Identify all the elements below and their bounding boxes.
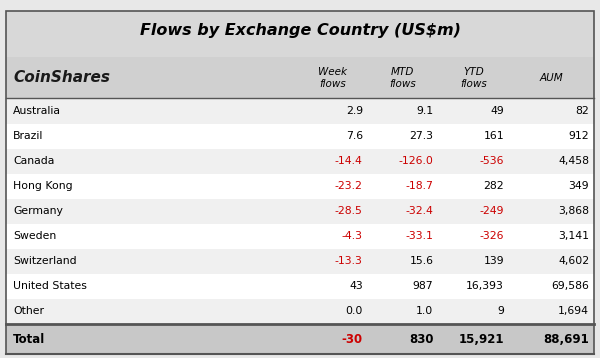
Text: YTD
flows: YTD flows xyxy=(460,67,487,89)
Text: -23.2: -23.2 xyxy=(335,181,363,191)
Text: 987: 987 xyxy=(413,281,433,291)
Bar xyxy=(6,324,594,354)
Text: Flows by Exchange Country (US$m): Flows by Exchange Country (US$m) xyxy=(139,23,461,38)
Text: -13.3: -13.3 xyxy=(335,256,363,266)
Bar xyxy=(6,224,594,249)
Text: -326: -326 xyxy=(479,231,504,241)
Bar xyxy=(6,57,594,98)
Text: -30: -30 xyxy=(341,333,363,346)
Text: 349: 349 xyxy=(569,181,589,191)
Text: Canada: Canada xyxy=(13,156,55,166)
Text: 0.0: 0.0 xyxy=(346,306,363,316)
Text: AUM: AUM xyxy=(539,73,563,83)
Text: Other: Other xyxy=(13,306,44,316)
Text: 15,921: 15,921 xyxy=(458,333,504,346)
Text: CoinShares: CoinShares xyxy=(13,71,110,85)
Text: Hong Kong: Hong Kong xyxy=(13,181,73,191)
Text: 4,458: 4,458 xyxy=(558,156,589,166)
Bar xyxy=(6,124,594,149)
Text: 88,691: 88,691 xyxy=(544,333,589,346)
Text: 49: 49 xyxy=(490,106,504,116)
Text: 82: 82 xyxy=(575,106,589,116)
Text: 7.6: 7.6 xyxy=(346,131,363,141)
Text: -32.4: -32.4 xyxy=(406,206,433,216)
Text: 830: 830 xyxy=(409,333,433,346)
Text: 69,586: 69,586 xyxy=(551,281,589,291)
Bar xyxy=(6,149,594,174)
Text: -33.1: -33.1 xyxy=(406,231,433,241)
Text: 3,141: 3,141 xyxy=(558,231,589,241)
Text: -249: -249 xyxy=(479,206,504,216)
Text: 9.1: 9.1 xyxy=(416,106,433,116)
Bar xyxy=(6,98,594,124)
Text: Total: Total xyxy=(13,333,46,346)
Text: 15.6: 15.6 xyxy=(409,256,433,266)
Text: 16,393: 16,393 xyxy=(466,281,504,291)
Text: -18.7: -18.7 xyxy=(406,181,433,191)
Text: United States: United States xyxy=(13,281,87,291)
Text: -4.3: -4.3 xyxy=(342,231,363,241)
Text: 9: 9 xyxy=(497,306,504,316)
Text: 27.3: 27.3 xyxy=(409,131,433,141)
Text: 4,602: 4,602 xyxy=(558,256,589,266)
Text: Week
flows: Week flows xyxy=(318,67,347,89)
Text: 43: 43 xyxy=(349,281,363,291)
Text: Switzerland: Switzerland xyxy=(13,256,77,266)
Text: 282: 282 xyxy=(484,181,504,191)
Text: -28.5: -28.5 xyxy=(335,206,363,216)
Text: -14.4: -14.4 xyxy=(335,156,363,166)
Bar xyxy=(6,199,594,224)
Text: 139: 139 xyxy=(484,256,504,266)
Text: Sweden: Sweden xyxy=(13,231,56,241)
Text: Brazil: Brazil xyxy=(13,131,44,141)
Text: 3,868: 3,868 xyxy=(558,206,589,216)
Text: 161: 161 xyxy=(484,131,504,141)
Text: 1.0: 1.0 xyxy=(416,306,433,316)
Text: -536: -536 xyxy=(479,156,504,166)
Text: -126.0: -126.0 xyxy=(398,156,433,166)
Bar xyxy=(6,299,594,324)
Text: 2.9: 2.9 xyxy=(346,106,363,116)
Text: 912: 912 xyxy=(569,131,589,141)
Text: MTD
flows: MTD flows xyxy=(389,67,416,89)
Bar xyxy=(6,274,594,299)
Bar xyxy=(6,249,594,274)
Bar xyxy=(6,174,594,199)
Bar xyxy=(6,11,594,57)
Text: Australia: Australia xyxy=(13,106,61,116)
Text: 1,694: 1,694 xyxy=(558,306,589,316)
Text: Germany: Germany xyxy=(13,206,63,216)
